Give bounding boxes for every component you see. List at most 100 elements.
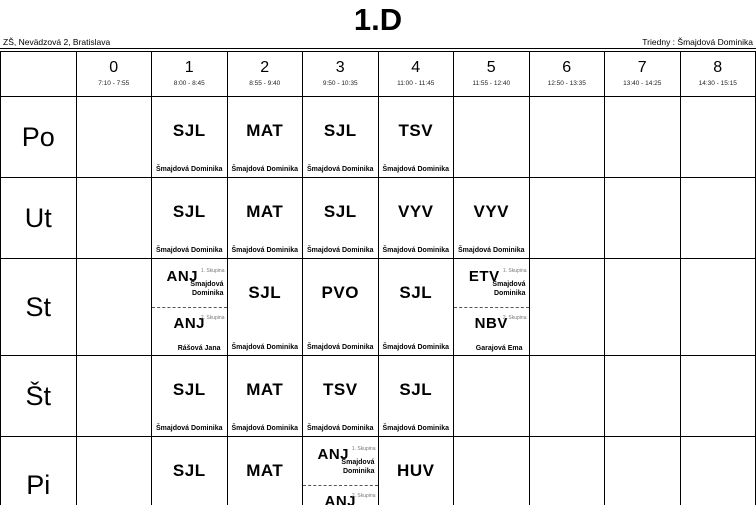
lesson-subject: TSV [322, 380, 358, 399]
period-header-4: 4 11:00 - 11:45 [377, 51, 454, 97]
empty-cell [453, 96, 530, 178]
page-title: 1.D [353, 2, 403, 37]
lesson-teacher: Garajová Ema [475, 345, 523, 352]
period-time: 11:55 - 12:40 [472, 80, 511, 87]
group-label: 1. Skupina [502, 268, 527, 274]
period-time: 8:00 - 8:45 [173, 80, 205, 87]
lesson-cell: VYV Šmajdová Dominika [453, 177, 530, 259]
empty-cell [75, 177, 152, 259]
lesson-teacher: Šmajdová Dominika [382, 344, 450, 351]
lesson-teacher: Šmajdová Dominika [155, 247, 223, 254]
day-label: Ut [24, 202, 52, 233]
group-label: 1. Skupina [200, 268, 225, 274]
period-number: 4 [411, 59, 421, 76]
group-label: 2. Skupina [200, 315, 225, 321]
period-time: 9:50 - 10:35 [322, 80, 358, 87]
day-row-0: Po SJL Šmajdová Dominika MAT Šmajdová Domini… [0, 96, 756, 178]
period-number: 1 [184, 59, 194, 76]
day-row-3: Št SJL Šmajdová Dominika MAT Šmajdová Domini… [0, 355, 756, 437]
class-teacher-label: Triedny : Šmajdová Dominika [642, 37, 753, 47]
period-header-5: 5 11:55 - 12:40 [453, 51, 530, 97]
empty-cell [679, 436, 756, 505]
lesson-cell-split: 1. Skupina ETV Šmajdová Dominika 2. Skupina… [453, 258, 530, 356]
empty-cell [75, 258, 152, 356]
lesson-teacher: Šmajdová Dominika [155, 425, 223, 432]
empty-cell [528, 436, 605, 505]
empty-cell [75, 436, 152, 505]
period-header-0: 0 7:10 - 7:55 [75, 51, 152, 97]
empty-cell [679, 258, 756, 356]
lesson-teacher: Šmajdová Dominika [382, 166, 450, 173]
period-time: 7:10 - 7:55 [98, 80, 130, 87]
lesson-group-bottom: 2. Skupina NBV Garajová Ema [454, 315, 528, 355]
period-number: 3 [335, 59, 345, 76]
period-time: 12:50 - 13:35 [547, 80, 586, 87]
lesson-subject: ANJ [173, 315, 205, 332]
day-cell-0: Po [0, 96, 77, 178]
empty-cell [604, 258, 681, 356]
empty-cell [453, 355, 530, 437]
lesson-subject: NBV [474, 315, 508, 332]
empty-cell [679, 355, 756, 437]
lesson-cell: SJL Šmajdová Dominika [377, 355, 454, 437]
lesson-group-top: 1. Skupina ANJ Šmajdová Dominika [303, 446, 378, 486]
lesson-subject: MAT [246, 121, 284, 140]
lesson-teacher: Šmajdová Dominika [231, 166, 299, 173]
lesson-subject: HUV [397, 461, 435, 480]
lesson-subject: ANJ [317, 446, 349, 463]
period-header-8: 8 14:30 - 15:15 [679, 51, 756, 97]
period-time: 8:55 - 9:40 [249, 80, 281, 87]
empty-cell [453, 436, 530, 505]
period-number: 7 [637, 59, 647, 76]
lesson-cell: VYV Šmajdová Dominika [377, 177, 454, 259]
period-time: 11:00 - 11:45 [397, 80, 435, 87]
lesson-subject: SJL [399, 380, 433, 399]
lesson-cell: SJL Šmajdová Dominika [377, 258, 454, 356]
day-label: Št [25, 380, 51, 411]
empty-cell [679, 96, 756, 178]
group-label: 1. Skupina [351, 446, 376, 452]
lesson-subject: ANJ [166, 268, 198, 285]
empty-cell [679, 177, 756, 259]
empty-cell [604, 177, 681, 259]
period-header-7: 7 13:40 - 14:25 [604, 51, 681, 97]
day-label: Pi [26, 469, 51, 500]
period-number: 8 [713, 59, 723, 76]
lesson-subject: SJL [399, 283, 433, 302]
lesson-cell-split: 1. Skupina ANJ Šmajdová Dominika 2. Skupina… [151, 258, 228, 356]
lesson-teacher: Šmajdová Dominika [306, 247, 374, 254]
lesson-subject: SJL [323, 121, 357, 140]
lesson-teacher: Šmajdová Dominika [382, 425, 450, 432]
lesson-group-top: 1. Skupina ETV Šmajdová Dominika [454, 268, 529, 308]
school-name: ZŠ, Nevädzová 2, Bratislava [3, 37, 111, 47]
lesson-teacher: Šmajdová Dominika [306, 344, 374, 351]
lesson-teacher: Šmajdová Dominika [231, 344, 299, 351]
lesson-cell: PVO Šmajdová Dominika [302, 258, 379, 356]
lesson-teacher: Šmajdová Dominika [155, 166, 223, 173]
lesson-teacher: Šmajdová Dominika [306, 425, 374, 432]
lesson-subject: MAT [246, 202, 284, 221]
empty-cell [604, 436, 681, 505]
day-label: Po [21, 121, 55, 152]
day-cell-4: Pi [0, 436, 77, 505]
lesson-teacher: Šmajdová Dominika [190, 281, 224, 297]
day-cell-1: Ut [0, 177, 77, 259]
lesson-teacher: Šmajdová Dominika [231, 425, 299, 432]
lesson-subject: PVO [321, 283, 359, 302]
corner-cell [0, 51, 77, 97]
period-number: 6 [562, 59, 572, 76]
period-number: 5 [486, 59, 496, 76]
lesson-teacher: Šmajdová Dominika [457, 247, 525, 254]
